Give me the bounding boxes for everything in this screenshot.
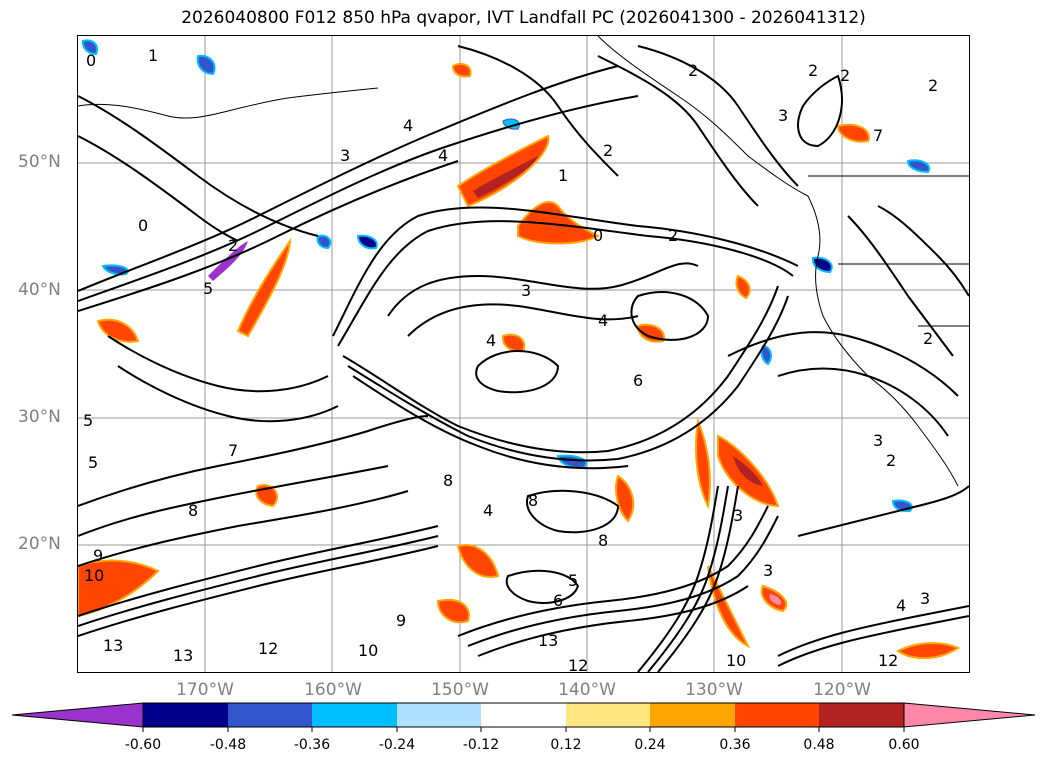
contour-label: 9 (93, 546, 103, 565)
colorbar-segment (819, 703, 904, 727)
contour-label: 2 (668, 226, 678, 245)
contour-label: 2 (928, 76, 938, 95)
contour-label: 2 (923, 329, 933, 348)
contour-label: 5 (568, 571, 578, 590)
contour-label: 4 (896, 596, 906, 615)
contour-label: 9 (396, 611, 406, 630)
contour-label-group: 0 1 0 3 4 4 2 1 0 2 3 4 4 6 2 2 2 3 2 7 … (83, 46, 938, 672)
contour-label: 3 (340, 146, 350, 165)
contour-label: 12 (568, 656, 588, 672)
plot-title: 2026040800 F012 850 hPa qvapor, IVT Land… (181, 8, 866, 28)
colorbar-ticks (142, 727, 905, 732)
contour-label: 12 (258, 639, 278, 658)
colorbar-segment (143, 703, 228, 727)
contour-label: 2 (228, 236, 238, 255)
colorbar-segment (312, 703, 397, 727)
contour-label: 1 (148, 46, 158, 65)
contour-label: 4 (483, 501, 493, 520)
contour-label: 7 (873, 126, 883, 145)
contour-label: 10 (84, 566, 104, 585)
map-canvas: 0 1 0 3 4 4 2 1 0 2 3 4 4 6 2 2 2 3 2 7 … (78, 36, 969, 672)
contour-label: 13 (538, 631, 558, 650)
colorbar-segment (397, 703, 481, 727)
contour-label: 5 (83, 411, 93, 430)
contour-label: 8 (188, 501, 198, 520)
contour-label: 6 (633, 371, 643, 390)
contour-label: 3 (733, 506, 743, 525)
colorbar-segments (11, 702, 1036, 728)
contour-label: 2 (886, 451, 896, 470)
contour-label: 3 (778, 106, 788, 125)
contour-label: 0 (138, 216, 148, 235)
contour-label: 8 (443, 471, 453, 490)
lon-label-130w: 130°W (685, 680, 743, 700)
contour-label: 4 (403, 116, 413, 135)
contour-label: 1 (558, 166, 568, 185)
contour-label: 2 (840, 66, 850, 85)
contour-label: 8 (598, 531, 608, 550)
colorbar (11, 702, 1036, 732)
contour-label: 4 (438, 146, 448, 165)
lon-label-160w: 160°W (304, 680, 362, 700)
colorbar-segment (735, 703, 819, 727)
contour-label: 3 (920, 589, 930, 608)
contour-label: 6 (553, 591, 563, 610)
contour-label: 12 (878, 651, 898, 670)
coastlines (78, 36, 969, 487)
colorbar-tick-label: -0.36 (293, 737, 331, 753)
colorbar-segment (566, 703, 650, 727)
colorbar-tick-label: 0.24 (634, 737, 666, 753)
colorbar-tick-label: 0.36 (719, 737, 751, 753)
lon-label-120w: 120°W (813, 680, 871, 700)
colorbar-segment (650, 703, 735, 727)
colorbar-tick-label: -0.24 (378, 737, 416, 753)
qvapor-fill-blobs (78, 39, 961, 660)
contour-label: 3 (763, 561, 773, 580)
contour-label: 4 (598, 311, 608, 330)
colorbar-tick-label: -0.12 (462, 737, 500, 753)
contour-label: 10 (726, 651, 746, 670)
contour-label: 8 (528, 491, 538, 510)
colorbar-segment (228, 703, 312, 727)
contour-label: 10 (358, 641, 378, 660)
contour-label: 2 (688, 61, 698, 80)
contour-label: 4 (486, 331, 496, 350)
ivt-contours (78, 45, 969, 672)
lon-label-170w: 170°W (176, 680, 234, 700)
colorbar-extend-low (11, 702, 144, 728)
lat-label-20n: 20°N (18, 534, 61, 554)
colorbar-tick-label: 0.48 (803, 737, 835, 753)
lon-label-150w: 150°W (431, 680, 489, 700)
gridlines (78, 36, 969, 672)
colorbar-tick-label: -0.60 (124, 737, 162, 753)
lat-label-40n: 40°N (18, 280, 61, 300)
lon-label-140w: 140°W (558, 680, 616, 700)
contour-label: 5 (203, 279, 213, 298)
colorbar-tick-label: 0.60 (888, 737, 920, 753)
lat-label-30n: 30°N (18, 407, 61, 427)
contour-label: 0 (86, 51, 96, 70)
contour-label: 2 (603, 141, 613, 160)
contour-label: 2 (808, 61, 818, 80)
contour-label: 13 (103, 636, 123, 655)
colorbar-segment (481, 703, 566, 727)
map-panel: 0 1 0 3 4 4 2 1 0 2 3 4 4 6 2 2 2 3 2 7 … (77, 35, 970, 673)
colorbar-tick-label: 0.12 (550, 737, 582, 753)
contour-label: 7 (228, 441, 238, 460)
contour-label: 3 (521, 281, 531, 300)
colorbar-tick-label: -0.48 (209, 737, 247, 753)
contour-label: 3 (873, 431, 883, 450)
contour-label: 13 (173, 646, 193, 665)
lat-label-50n: 50°N (18, 152, 61, 172)
contour-label: 0 (593, 226, 603, 245)
colorbar-extend-high (903, 702, 1036, 728)
contour-label: 5 (88, 453, 98, 472)
